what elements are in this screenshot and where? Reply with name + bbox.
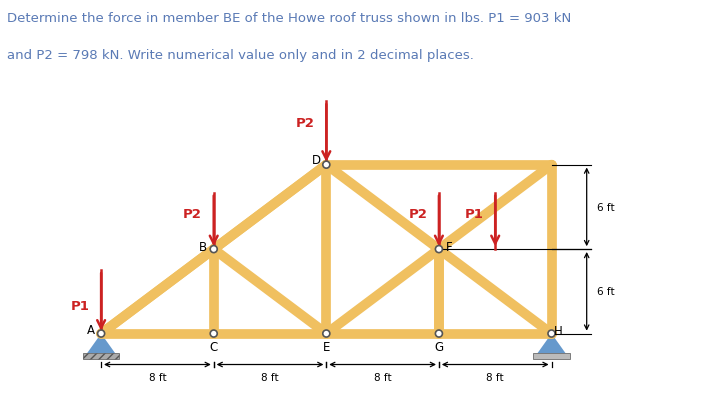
Text: P2: P2 [408,208,427,221]
Circle shape [322,330,330,337]
Text: H: H [554,324,563,337]
Text: P1: P1 [465,208,484,221]
Text: 6 ft: 6 ft [596,202,614,212]
Polygon shape [537,334,565,354]
Text: 8 ft: 8 ft [487,372,504,382]
Circle shape [210,246,217,253]
Text: B: B [198,240,207,253]
Text: C: C [210,340,218,353]
Text: P2: P2 [296,117,315,130]
Text: D: D [312,153,321,166]
Circle shape [322,162,330,169]
Text: F: F [445,240,452,253]
Text: P2: P2 [183,208,202,221]
Polygon shape [87,334,115,354]
Polygon shape [83,354,119,359]
Text: E: E [322,340,330,353]
Text: G: G [435,340,443,353]
Text: and P2 = 798 kN. Write numerical value only and in 2 decimal places.: and P2 = 798 kN. Write numerical value o… [7,49,474,62]
Text: A: A [87,323,95,336]
Text: 8 ft: 8 ft [149,372,166,382]
Text: 6 ft: 6 ft [596,287,614,296]
Text: 8 ft: 8 ft [374,372,391,382]
Text: Determine the force in member BE of the Howe roof truss shown in lbs. P1 = 903 k: Determine the force in member BE of the … [7,12,571,25]
Polygon shape [533,354,570,359]
Circle shape [435,246,442,253]
Circle shape [435,330,442,337]
Text: 8 ft: 8 ft [261,372,279,382]
Circle shape [548,330,555,337]
Circle shape [210,330,217,337]
Circle shape [98,330,105,337]
Text: P1: P1 [71,299,90,312]
